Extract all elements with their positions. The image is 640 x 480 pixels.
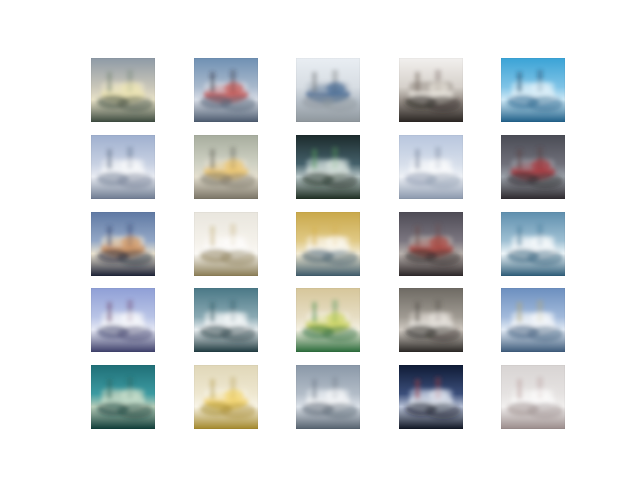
image-tile — [91, 211, 155, 276]
image-tile — [296, 365, 361, 430]
image-tile — [398, 365, 463, 430]
image-tile — [193, 365, 258, 430]
image-tile — [501, 211, 566, 276]
image-tile — [398, 58, 463, 122]
image-tile — [193, 58, 258, 122]
image-tile — [91, 365, 155, 430]
image-tile — [398, 211, 463, 276]
image-tile — [398, 288, 463, 353]
image-tile — [296, 134, 361, 199]
image-tile — [296, 288, 361, 353]
image-tile — [91, 288, 155, 353]
image-tile — [193, 211, 258, 276]
image-tile — [91, 134, 155, 199]
image-tile — [193, 288, 258, 353]
image-tile — [91, 58, 155, 122]
image-tile — [193, 134, 258, 199]
image-tile — [501, 58, 566, 122]
image-tile — [501, 365, 566, 430]
image-tile — [501, 288, 566, 353]
image-tile — [296, 58, 361, 122]
image-tile — [398, 134, 463, 199]
image-tile — [296, 211, 361, 276]
image-tile — [501, 134, 566, 199]
